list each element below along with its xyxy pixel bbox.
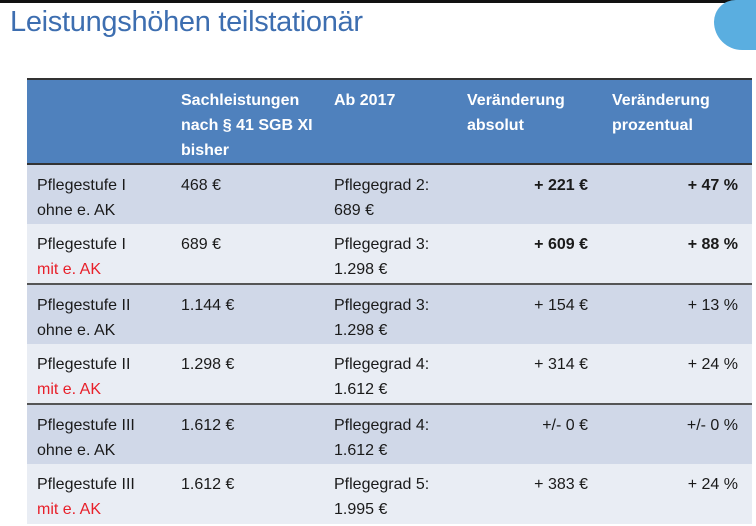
ak-label: ohne e. AK — [37, 322, 116, 339]
cell-pct: + 47 % — [602, 164, 752, 224]
stufe-label: Pflegestufe II — [37, 297, 131, 314]
header-ab-2017: Ab 2017 — [324, 78, 457, 165]
cell-pct: + 24 % — [602, 344, 752, 405]
pflegegrad-label: Pflegegrad 2: — [334, 177, 430, 194]
new-amount: 1.995 € — [334, 501, 388, 518]
table-row: Pflegestufe III ohne e. AK 1.612 € Pflegegr… — [27, 404, 752, 464]
cell-pct: +/- 0 % — [602, 404, 752, 464]
top-border — [0, 0, 756, 3]
cell-bisher: 689 € — [171, 224, 324, 285]
stufe-label: Pflegestufe II — [37, 356, 131, 373]
stufe-label: Pflegestufe III — [37, 476, 135, 493]
cell-ab-2017: Pflegegrad 2: 689 € — [324, 164, 457, 224]
cell-abs: + 221 € — [457, 164, 602, 224]
cell-ab-2017: Pflegegrad 4: 1.612 € — [324, 404, 457, 464]
table-row: Pflegestufe II ohne e. AK 1.144 € Pflegegra… — [27, 284, 752, 344]
table-row: Pflegestufe II mit e. AK 1.298 € Pflegegrad… — [27, 344, 752, 405]
ak-label: mit e. AK — [37, 501, 102, 518]
pflegegrad-label: Pflegegrad 4: — [334, 356, 430, 373]
cell-abs: + 609 € — [457, 224, 602, 285]
table-row: Pflegestufe III mit e. AK 1.612 € Pflegegra… — [27, 464, 752, 524]
cell-pct: + 13 % — [602, 284, 752, 344]
ak-label: mit e. AK — [37, 381, 102, 398]
cell-pct: + 88 % — [602, 224, 752, 285]
pflegegrad-label: Pflegegrad 3: — [334, 297, 430, 314]
cell-abs: + 314 € — [457, 344, 602, 405]
cell-bisher: 468 € — [171, 164, 324, 224]
stufe-label: Pflegestufe I — [37, 236, 126, 253]
decorative-blob — [714, 0, 756, 50]
ak-label: ohne e. AK — [37, 202, 116, 219]
cell-bisher: 1.298 € — [171, 344, 324, 405]
pflegegrad-label: Pflegegrad 3: — [334, 236, 430, 253]
benefits-table: Sachleistungen nach § 41 SGB XI bisher A… — [27, 78, 752, 524]
new-amount: 1.298 € — [334, 261, 388, 278]
cell-ab-2017: Pflegegrad 3: 1.298 € — [324, 284, 457, 344]
cell-ab-2017: Pflegegrad 4: 1.612 € — [324, 344, 457, 405]
new-amount: 1.612 € — [334, 442, 388, 459]
header-pct: Veränderung prozentual — [602, 78, 752, 165]
table-header-row: Sachleistungen nach § 41 SGB XI bisher A… — [27, 78, 752, 165]
stufe-label: Pflegestufe III — [37, 417, 135, 434]
cell-pct: + 24 % — [602, 464, 752, 524]
header-empty — [27, 78, 171, 165]
cell-abs: +/- 0 € — [457, 404, 602, 464]
cell-stufe: Pflegestufe II mit e. AK — [27, 344, 171, 405]
ak-label: ohne e. AK — [37, 442, 116, 459]
slide-title: Leistungshöhen teilstationär — [10, 6, 363, 38]
header-abs: Veränderung absolut — [457, 78, 602, 165]
cell-bisher: 1.612 € — [171, 404, 324, 464]
cell-stufe: Pflegestufe II ohne e. AK — [27, 284, 171, 344]
cell-ab-2017: Pflegegrad 3: 1.298 € — [324, 224, 457, 285]
cell-stufe: Pflegestufe III ohne e. AK — [27, 404, 171, 464]
new-amount: 689 € — [334, 202, 375, 219]
cell-bisher: 1.612 € — [171, 464, 324, 524]
cell-ab-2017: Pflegegrad 5: 1.995 € — [324, 464, 457, 524]
pflegegrad-label: Pflegegrad 4: — [334, 417, 430, 434]
new-amount: 1.612 € — [334, 381, 388, 398]
cell-stufe: Pflegestufe I ohne e. AK — [27, 164, 171, 224]
header-bisher: Sachleistungen nach § 41 SGB XI bisher — [171, 78, 324, 165]
cell-stufe: Pflegestufe I mit e. AK — [27, 224, 171, 285]
stufe-label: Pflegestufe I — [37, 177, 126, 194]
pflegegrad-label: Pflegegrad 5: — [334, 476, 430, 493]
ak-label: mit e. AK — [37, 261, 102, 278]
cell-bisher: 1.144 € — [171, 284, 324, 344]
cell-stufe: Pflegestufe III mit e. AK — [27, 464, 171, 524]
cell-abs: + 154 € — [457, 284, 602, 344]
new-amount: 1.298 € — [334, 322, 388, 339]
cell-abs: + 383 € — [457, 464, 602, 524]
